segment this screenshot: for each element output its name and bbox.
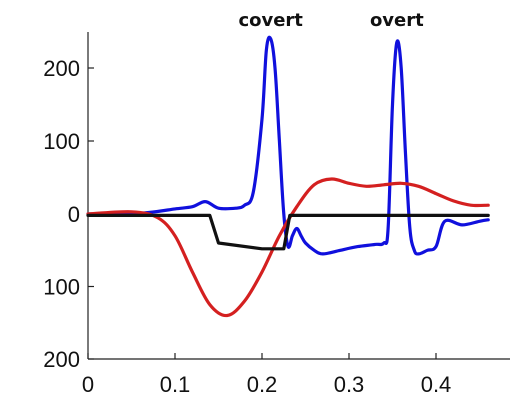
y-tick-label: 100 <box>43 275 80 300</box>
annotation-overt: overt <box>370 10 424 31</box>
x-tick-label: 0.4 <box>421 372 452 397</box>
y-tick-label: 0 <box>68 202 80 227</box>
red-series-line <box>86 177 490 318</box>
x-tick-label: 0.3 <box>334 372 365 397</box>
x-tick-label: 0.1 <box>160 372 191 397</box>
y-tick-label: 200 <box>43 56 80 81</box>
black-series-line <box>86 213 490 251</box>
annotation-covert: covert <box>238 10 303 31</box>
x-tick-label: 0.2 <box>247 372 278 397</box>
blue-series-line <box>86 35 490 256</box>
series-lines <box>86 35 490 318</box>
annotations: covert overt <box>238 10 424 31</box>
y-tick-label: 200 <box>43 347 80 372</box>
chart-axes <box>87 32 510 360</box>
y-tick-label: 100 <box>43 129 80 154</box>
x-tick-label: 0 <box>82 372 94 397</box>
